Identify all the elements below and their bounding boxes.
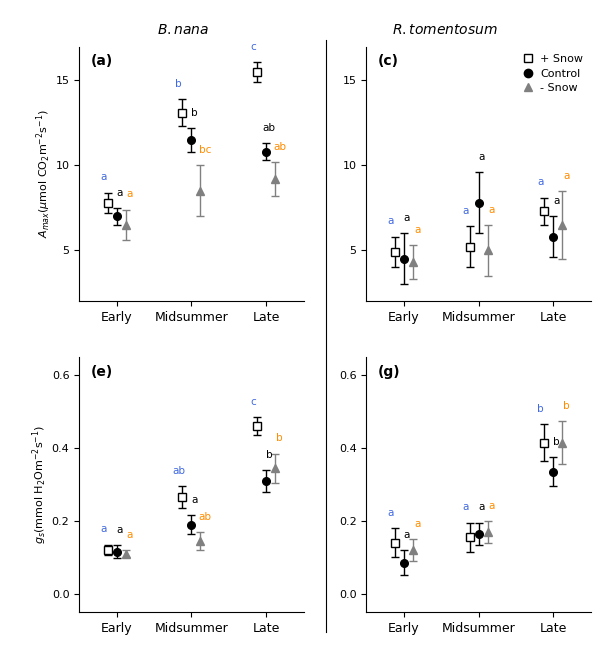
Text: $\it{R. tomentosum}$: $\it{R. tomentosum}$ [392, 23, 498, 37]
Text: a: a [388, 508, 394, 518]
Y-axis label: $g_s$(mmol H$_2$Om$^{-2}$s$^{-1}$): $g_s$(mmol H$_2$Om$^{-2}$s$^{-1}$) [30, 425, 49, 544]
Text: ab: ab [273, 142, 286, 152]
Text: ab: ab [199, 511, 211, 521]
Text: a: a [414, 225, 420, 235]
Text: a: a [116, 525, 123, 535]
Text: c: c [250, 397, 256, 407]
Text: a: a [463, 503, 469, 513]
Text: a: a [100, 524, 107, 534]
Text: a: a [404, 213, 410, 223]
Text: a: a [478, 503, 485, 513]
Text: a: a [127, 190, 133, 200]
Text: ab: ab [262, 123, 276, 133]
Text: a: a [489, 205, 495, 215]
Legend: + Snow, Control, - Snow: + Snow, Control, - Snow [516, 50, 588, 98]
Text: a: a [191, 495, 197, 505]
Text: a: a [463, 206, 469, 216]
Text: a: a [116, 188, 123, 198]
Text: ab: ab [172, 466, 185, 476]
Text: a: a [404, 530, 410, 540]
Text: (e): (e) [90, 365, 113, 379]
Text: (g): (g) [378, 365, 400, 379]
Text: a: a [563, 171, 570, 181]
Text: a: a [553, 196, 560, 206]
Text: b: b [276, 434, 283, 444]
Text: (a): (a) [90, 54, 113, 68]
Text: a: a [537, 178, 544, 188]
Text: a: a [478, 152, 485, 162]
Text: b: b [563, 400, 570, 411]
Text: $\it{B. nana}$: $\it{B. nana}$ [157, 23, 209, 37]
Text: a: a [414, 519, 420, 529]
Text: a: a [100, 172, 107, 182]
Text: b: b [553, 437, 560, 447]
Text: b: b [266, 450, 272, 460]
Text: a: a [388, 217, 394, 227]
Text: c: c [250, 42, 256, 52]
Y-axis label: $A_{max}$($\mu$mol CO$_2$m$^{-2}$s$^{-1}$): $A_{max}$($\mu$mol CO$_2$m$^{-2}$s$^{-1}… [34, 110, 52, 238]
Text: b: b [537, 404, 544, 414]
Text: bc: bc [199, 145, 211, 155]
Text: a: a [127, 530, 133, 540]
Text: b: b [191, 108, 198, 118]
Text: a: a [489, 501, 495, 511]
Text: (c): (c) [378, 54, 398, 68]
Text: b: b [175, 79, 182, 89]
